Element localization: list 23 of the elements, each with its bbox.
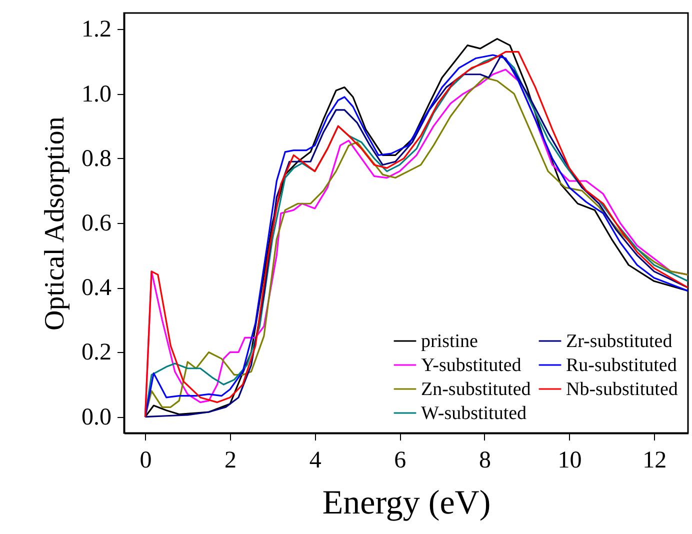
legend-label: pristine xyxy=(421,331,478,352)
legend-label: Nb-substituted xyxy=(566,379,678,400)
x-tick-label: 6 xyxy=(394,448,406,474)
x-tick-label: 2 xyxy=(224,448,237,474)
legend-label: Zr-substituted xyxy=(566,331,673,352)
legend-label: W-substituted xyxy=(421,403,528,424)
y-tick-label: 0.4 xyxy=(82,275,112,302)
legend-label: Zn-substituted xyxy=(421,379,532,400)
x-tick-label: 0 xyxy=(140,448,152,474)
y-tick-label: 0.6 xyxy=(82,210,112,236)
y-tick-label: 0.2 xyxy=(82,340,112,366)
y-tick-label: 0.0 xyxy=(82,404,112,430)
y-axis-title: Optical Adsorption xyxy=(40,116,70,330)
x-tick-label: 8 xyxy=(478,448,491,474)
legend-label: Y-substituted xyxy=(421,355,522,376)
x-tick-label: 12 xyxy=(642,448,667,474)
x-tick-label: 10 xyxy=(558,448,582,474)
x-tick-label: 4 xyxy=(309,448,322,474)
legend-label: Ru-substituted xyxy=(566,355,678,376)
y-tick-label: 1.2 xyxy=(82,16,112,43)
y-tick-label: 1.0 xyxy=(82,81,112,108)
y-tick-label: 0.8 xyxy=(82,146,112,172)
x-axis-title: Energy (eV) xyxy=(322,484,491,522)
